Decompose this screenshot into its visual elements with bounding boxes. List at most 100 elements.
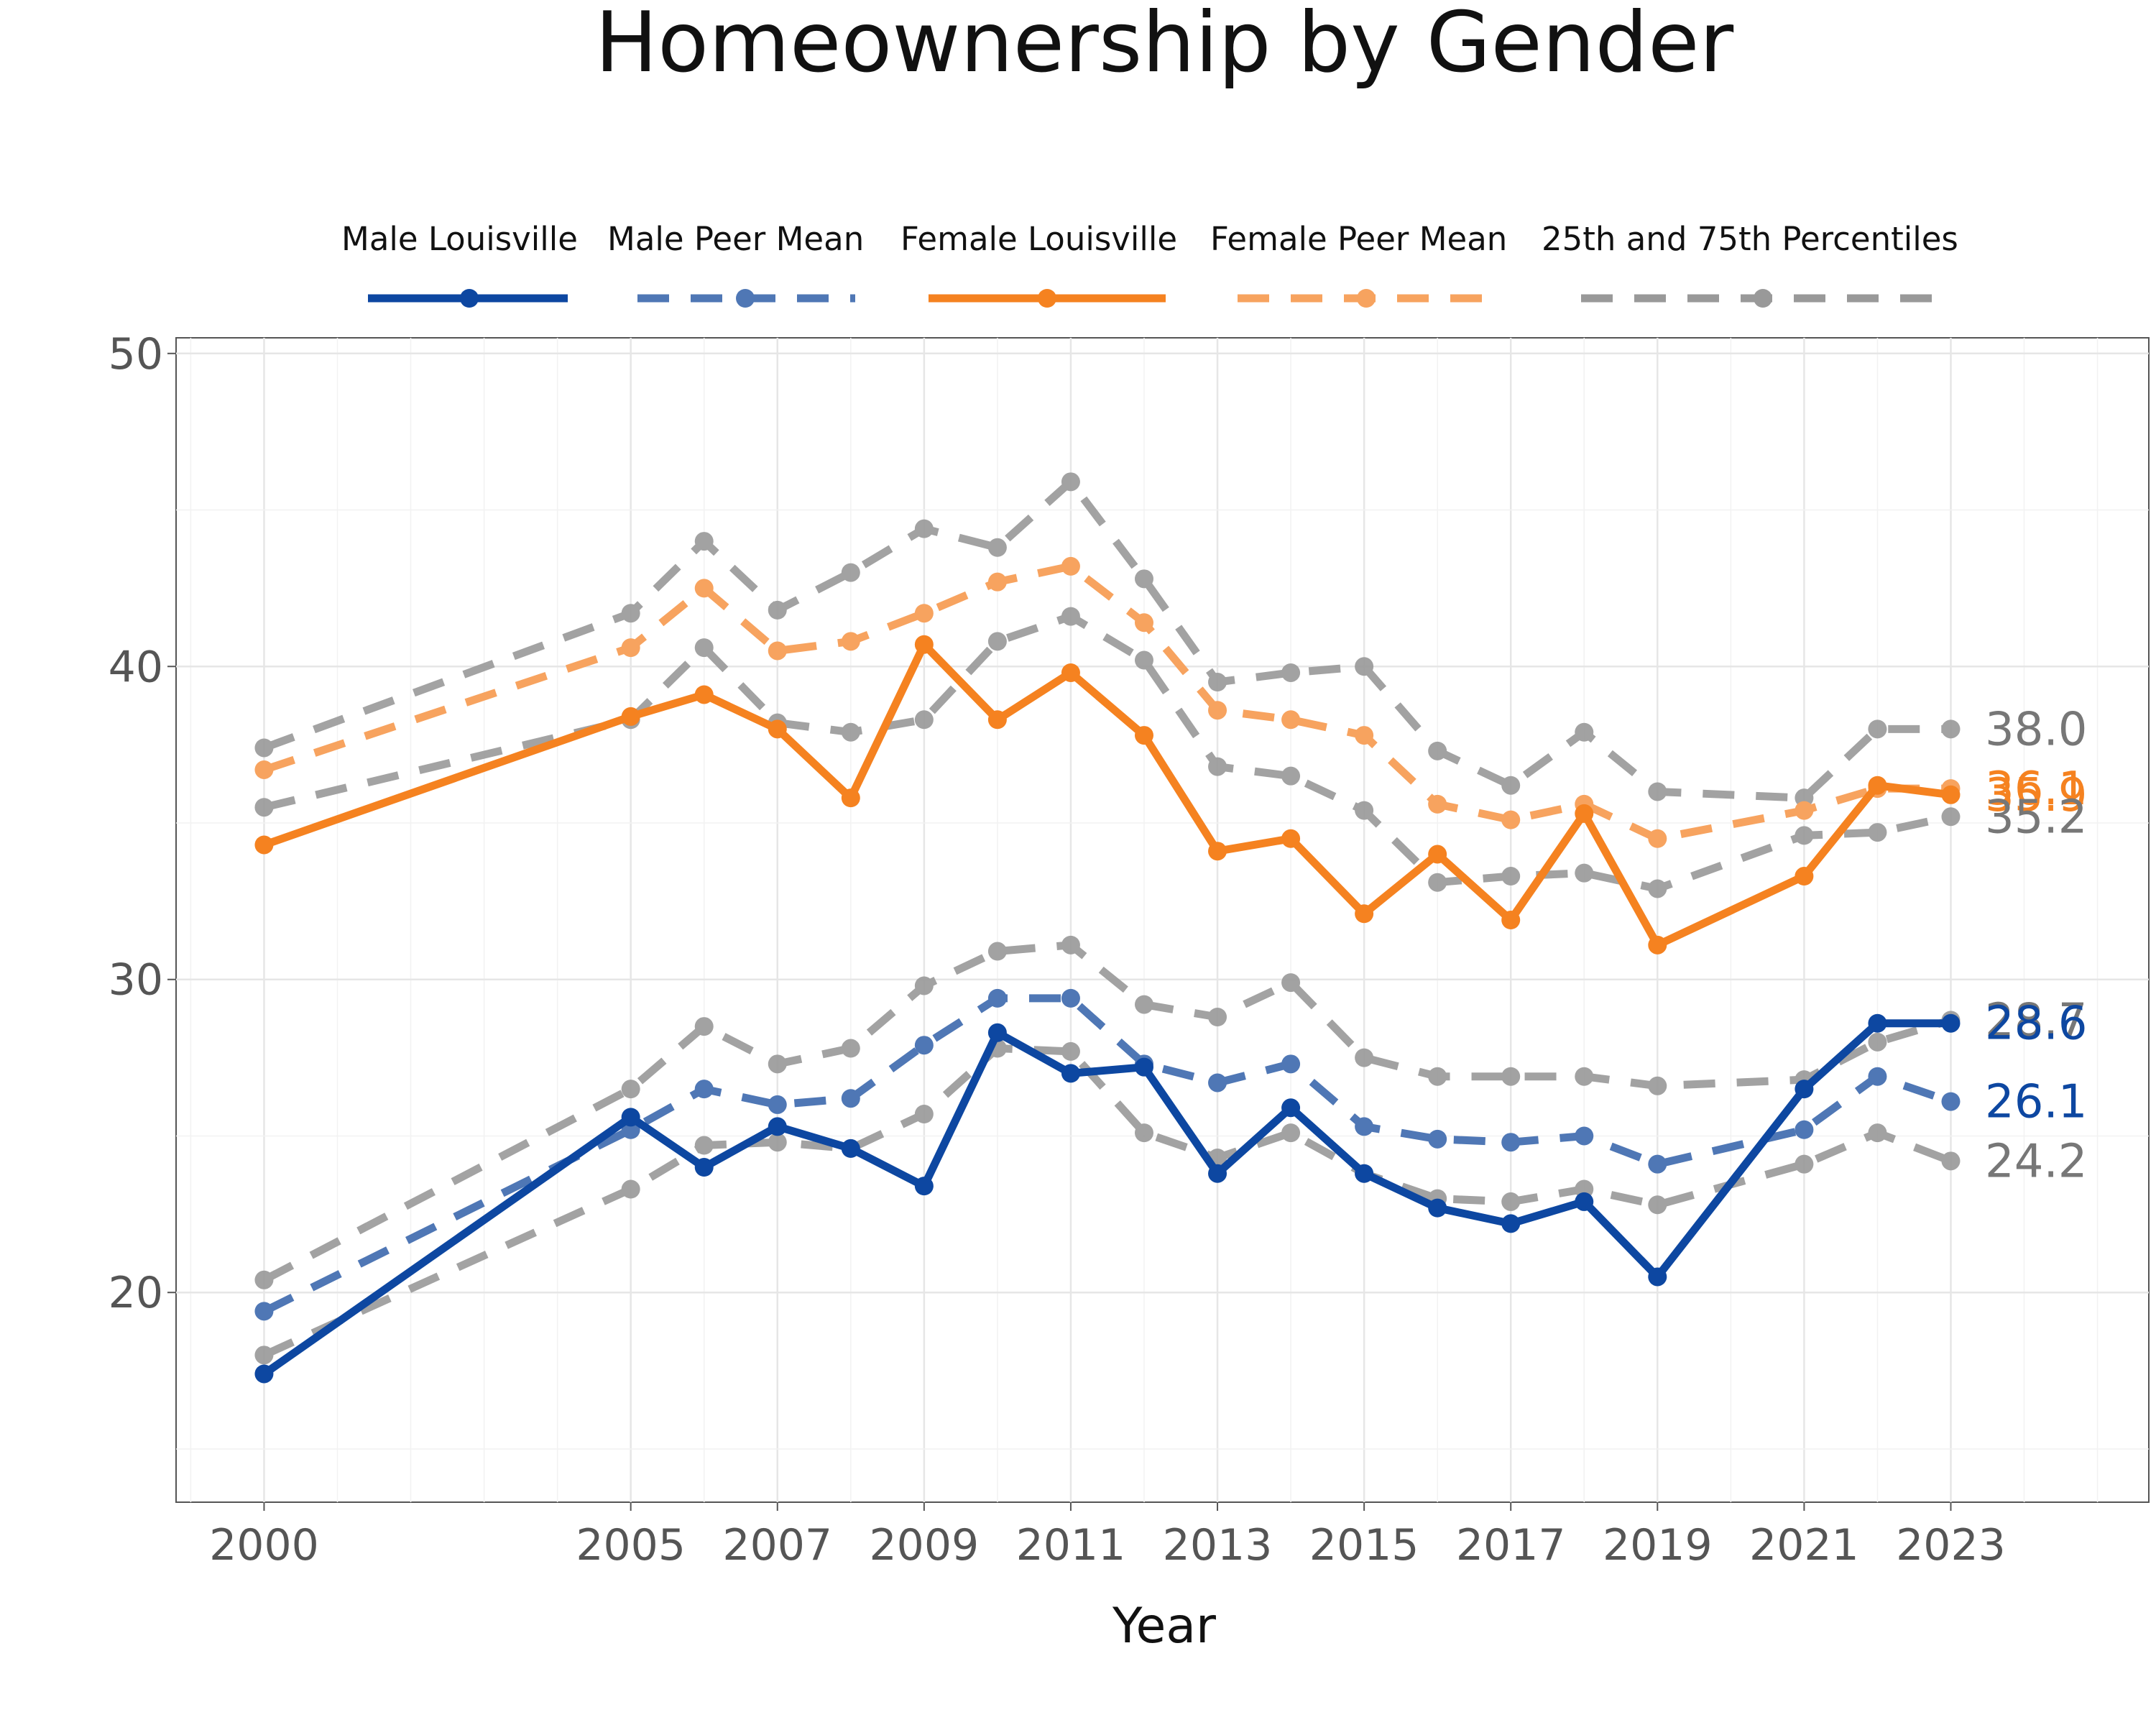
data-point-female_p25 bbox=[1868, 823, 1887, 842]
data-point-male_peer bbox=[1648, 1154, 1667, 1174]
data-point-female_louisville bbox=[1208, 842, 1227, 861]
data-point-female_p75 bbox=[1061, 472, 1080, 492]
data-point-male_louisville bbox=[694, 1158, 714, 1177]
data-point-female_louisville bbox=[1795, 867, 1814, 886]
data-point-female_p25 bbox=[1428, 873, 1447, 892]
end-label: 36.1 bbox=[1985, 763, 2088, 816]
data-point-male_peer bbox=[768, 1095, 787, 1114]
data-point-female_p75 bbox=[1281, 663, 1301, 682]
legend-label: Male Peer Mean bbox=[607, 220, 864, 258]
end-label: 38.0 bbox=[1985, 703, 2088, 756]
data-point-female_p75 bbox=[1428, 741, 1447, 760]
legend-key-point bbox=[1754, 289, 1772, 308]
data-point-female_louisville bbox=[694, 685, 714, 704]
legend: Male Louisville Male Peer Mean Female Loui… bbox=[341, 220, 1958, 308]
data-point-male_peer bbox=[1281, 1054, 1301, 1074]
legend-key-point bbox=[736, 289, 755, 308]
data-point-male_louisville bbox=[1061, 1064, 1080, 1083]
series-female_louisville bbox=[254, 635, 1961, 954]
data-point-female_peer bbox=[1501, 810, 1521, 829]
data-point-male_peer bbox=[1868, 1067, 1887, 1086]
data-point-male_p25 bbox=[1868, 1123, 1887, 1143]
data-point-female_p25 bbox=[1575, 863, 1594, 883]
data-point-male_peer bbox=[254, 1302, 274, 1321]
data-point-female_louisville bbox=[1868, 776, 1887, 795]
data-point-male_louisville bbox=[987, 1023, 1007, 1042]
data-point-male_p75 bbox=[1868, 1032, 1887, 1052]
legend-item-percentiles: 25th and 75th Percentiles bbox=[1542, 220, 1958, 308]
data-point-male_p75 bbox=[621, 1080, 640, 1099]
end-label: 24.2 bbox=[1985, 1135, 2088, 1188]
data-point-female_p25 bbox=[1061, 607, 1080, 626]
data-point-female_louisville bbox=[1061, 663, 1080, 682]
legend-item-male_louisville: Male Louisville bbox=[341, 220, 578, 308]
data-point-female_louisville bbox=[1575, 804, 1594, 823]
data-point-male_p25 bbox=[1795, 1154, 1814, 1174]
data-point-female_louisville bbox=[1941, 785, 1961, 804]
end-label: 28.7 bbox=[1985, 994, 2088, 1047]
data-point-male_peer bbox=[1428, 1129, 1447, 1149]
data-point-female_p25 bbox=[1795, 826, 1814, 845]
y-tick-label: 30 bbox=[109, 955, 163, 1006]
data-point-female_p25 bbox=[1648, 879, 1667, 898]
data-point-female_p75 bbox=[987, 538, 1007, 557]
data-point-female_p25 bbox=[254, 798, 274, 817]
data-point-male_louisville bbox=[1575, 1192, 1594, 1211]
data-point-female_p75 bbox=[1868, 719, 1887, 739]
data-point-male_louisville bbox=[841, 1138, 860, 1158]
y-tick-label: 40 bbox=[109, 642, 163, 692]
data-point-male_p25 bbox=[914, 1105, 934, 1123]
data-point-female_louisville bbox=[254, 835, 274, 855]
data-point-female_p25 bbox=[694, 638, 714, 658]
data-point-male_p75 bbox=[1208, 1008, 1227, 1026]
data-point-male_p25 bbox=[1941, 1151, 1961, 1171]
data-point-male_louisville bbox=[1281, 1098, 1301, 1118]
data-point-female_peer bbox=[1134, 613, 1153, 632]
data-point-male_peer bbox=[1941, 1092, 1961, 1111]
data-point-female_louisville bbox=[987, 710, 1007, 730]
data-point-male_p75 bbox=[1428, 1067, 1447, 1086]
x-tick-label: 2017 bbox=[1456, 1520, 1566, 1570]
x-tick-label: 2011 bbox=[1016, 1520, 1126, 1570]
data-point-male_p25 bbox=[1648, 1195, 1667, 1215]
data-point-male_p75 bbox=[1061, 935, 1080, 954]
data-point-male_p75 bbox=[914, 976, 934, 995]
y-tick-label: 20 bbox=[109, 1268, 163, 1318]
data-point-male_peer bbox=[1208, 1073, 1227, 1092]
data-point-male_p75 bbox=[694, 1017, 714, 1036]
chart-title: Homeownership by Gender bbox=[594, 0, 1734, 91]
data-point-male_louisville bbox=[1795, 1080, 1814, 1099]
series-male_peer bbox=[254, 988, 1961, 1321]
data-point-female_p25 bbox=[987, 632, 1007, 651]
data-point-male_p75 bbox=[1281, 973, 1301, 993]
data-point-female_peer bbox=[1648, 829, 1667, 848]
data-point-female_p75 bbox=[768, 600, 787, 620]
data-point-female_p75 bbox=[1575, 722, 1594, 742]
data-point-female_p25 bbox=[1281, 766, 1301, 786]
y-tick-label: 50 bbox=[109, 329, 163, 380]
series-male_louisville bbox=[254, 1013, 1961, 1384]
data-point-female_louisville bbox=[1648, 935, 1667, 954]
end-label: 28.6 bbox=[1985, 998, 2088, 1051]
data-point-male_p75 bbox=[1134, 995, 1153, 1014]
data-point-female_p75 bbox=[1134, 569, 1153, 589]
data-point-male_peer bbox=[987, 988, 1007, 1008]
data-point-female_p25 bbox=[1208, 757, 1227, 776]
data-point-male_louisville bbox=[1941, 1013, 1961, 1033]
data-point-female_p75 bbox=[1648, 782, 1667, 801]
data-point-female_louisville bbox=[621, 707, 640, 726]
data-point-female_peer bbox=[1355, 726, 1374, 745]
data-point-female_louisville bbox=[1355, 904, 1374, 924]
data-point-male_louisville bbox=[1355, 1164, 1374, 1183]
data-point-male_louisville bbox=[768, 1117, 787, 1136]
data-point-female_louisville bbox=[1281, 829, 1301, 848]
data-point-male_p75 bbox=[1575, 1067, 1594, 1086]
data-point-male_peer bbox=[694, 1080, 714, 1099]
data-point-female_p75 bbox=[254, 738, 274, 758]
data-point-male_p25 bbox=[621, 1179, 640, 1199]
series-layer bbox=[254, 472, 1961, 1384]
data-point-female_p75 bbox=[1208, 673, 1227, 692]
data-point-female_louisville bbox=[1501, 911, 1521, 929]
data-point-female_p25 bbox=[1355, 801, 1374, 820]
